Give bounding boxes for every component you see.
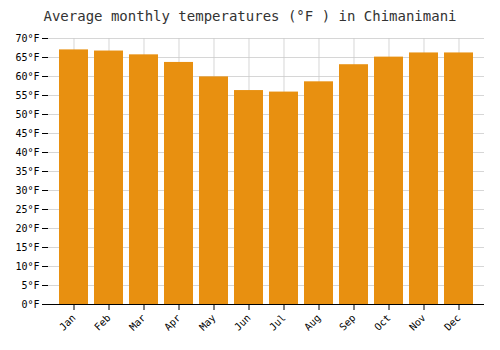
svg-text:Aug: Aug: [302, 312, 323, 333]
svg-text:Dec: Dec: [442, 312, 463, 333]
svg-text:20°F: 20°F: [15, 223, 39, 234]
svg-text:25°F: 25°F: [15, 204, 39, 215]
svg-text:30°F: 30°F: [15, 185, 39, 196]
svg-text:10°F: 10°F: [15, 261, 39, 272]
svg-text:55°F: 55°F: [15, 90, 39, 101]
svg-text:Feb: Feb: [92, 312, 113, 333]
svg-text:35°F: 35°F: [15, 166, 39, 177]
svg-text:40°F: 40°F: [15, 147, 39, 158]
svg-text:15°F: 15°F: [15, 242, 39, 253]
svg-text:45°F: 45°F: [15, 128, 39, 139]
svg-text:Nov: Nov: [407, 312, 428, 333]
svg-text:Mar: Mar: [127, 312, 148, 333]
svg-text:May: May: [197, 312, 218, 333]
svg-text:Oct: Oct: [372, 312, 393, 333]
svg-text:50°F: 50°F: [15, 109, 39, 120]
svg-text:Jan: Jan: [57, 312, 78, 333]
svg-text:Apr: Apr: [162, 312, 183, 333]
html-text:Average monthly temperatures (: Average monthly temperatures (°F ) in Ch…: [43, 8, 457, 24]
svg-text:Jul: Jul: [267, 312, 288, 333]
svg-text:0°F: 0°F: [21, 299, 39, 310]
svg-text:5°F: 5°F: [21, 280, 39, 291]
svg-text:60°F: 60°F: [15, 71, 39, 82]
svg-text:Jun: Jun: [232, 312, 253, 333]
svg-text:Sep: Sep: [337, 312, 358, 333]
svg-text:65°F: 65°F: [15, 52, 39, 63]
svg-text:70°F: 70°F: [15, 33, 39, 44]
